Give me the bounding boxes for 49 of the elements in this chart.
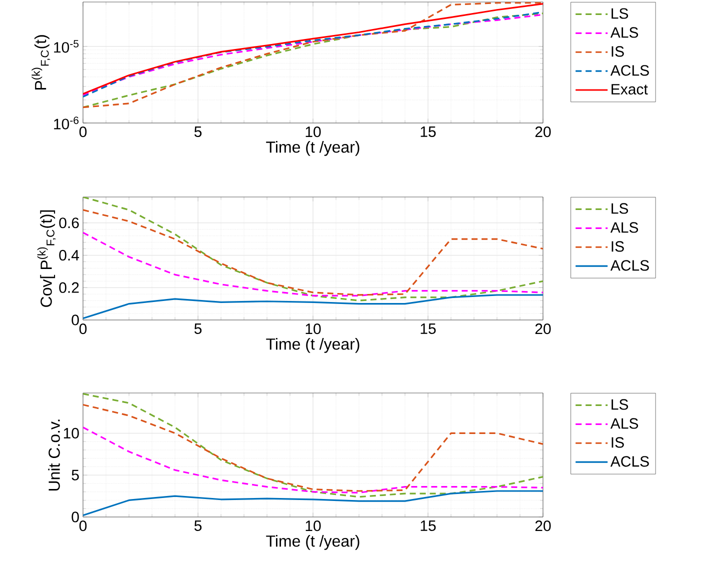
legend-label: LS [612,8,628,19]
y-tick-label: 10$^{-6}$ [54,116,79,130]
legend-label: IS [612,241,624,252]
y-tick-label: 0.4 [59,250,80,261]
legend-label: ACLS [610,456,649,467]
x-tick-label: 20 [535,520,551,532]
x-axis-title: Time (t /year) [266,338,360,353]
legend-label: IS [612,46,624,57]
y-tick-label: 5 [72,470,79,480]
x-tick-label: 20 [535,324,551,334]
y-tick-label: 0.6 [59,218,79,228]
legend-label: ACLS [610,260,649,271]
legend-label: ALS [610,27,638,38]
legend-label: ACLS [610,65,649,76]
x-tick-label: 5 [194,126,202,137]
x-tick-label: 15 [420,126,436,137]
y-tick-label: 0 [72,314,79,326]
x-tick-label: 0 [79,520,87,532]
line-series [83,490,543,516]
legend-label: IS [612,437,624,448]
legend-label: ALS [610,222,638,233]
y-tick-label: 0 [72,512,79,522]
legend-label: ALS [610,418,638,429]
y-axis-title: P$^{(k)}$$_{F,C}$(t) [32,35,50,90]
x-tick-label: 20 [535,126,551,138]
legend-label: Exact [612,84,648,95]
x-tick-label: 10 [306,520,321,532]
y-tick-label: 10$^{-5}$ [54,40,79,53]
line-series [83,209,543,296]
line-series [83,393,543,498]
x-tick-label: 10 [306,324,321,334]
y-tick-label: 0.2 [59,282,79,293]
x-tick-label: 10 [306,126,321,138]
y-axis-title: Unit C.o.v. [48,420,60,490]
x-tick-label: 5 [194,324,202,334]
y-axis-title: Cov[ P$^{(k)}$$_{F,C}$(t)] [37,210,56,307]
x-tick-label: 15 [420,520,436,531]
x-axis-title: Time (t /year) [266,535,360,550]
x-axis-title: Time (t /year) [266,141,360,156]
x-tick-label: 0 [79,126,87,138]
x-tick-label: 15 [420,324,436,334]
legend-label: LS [612,399,628,410]
line-series [83,294,543,320]
legend-label: LS [612,203,628,214]
y-tick-label: 10 [64,428,79,439]
x-tick-label: 5 [194,520,202,531]
x-tick-label: 0 [79,324,87,334]
line-series [83,404,543,492]
line-series [83,196,543,302]
